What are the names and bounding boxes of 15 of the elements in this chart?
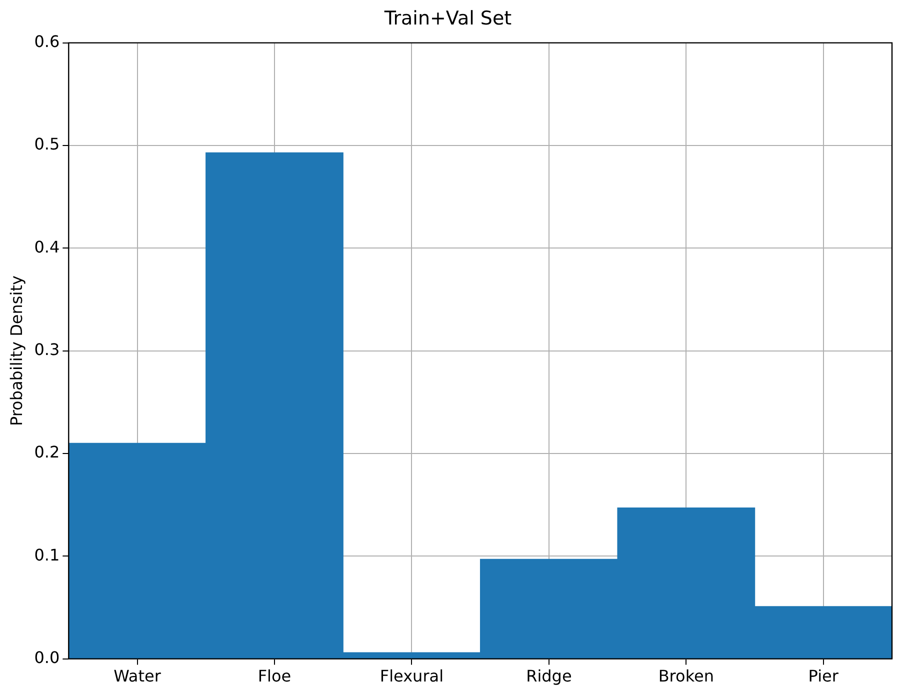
x-tick-label: Ridge xyxy=(526,666,572,686)
x-tick-label: Floe xyxy=(258,666,292,686)
x-tick-label: Flexural xyxy=(380,666,444,686)
y-tick-label: 0.5 xyxy=(34,134,60,154)
y-tick-label: 0.3 xyxy=(34,340,60,359)
x-tick-label: Water xyxy=(114,666,162,686)
x-tick-label: Pier xyxy=(808,666,839,686)
y-tick-label: 0.4 xyxy=(34,237,60,256)
chart-title: Train+Val Set xyxy=(383,7,512,30)
y-tick-label: 0.1 xyxy=(34,545,60,564)
y-axis-title: Probability Density xyxy=(6,276,26,426)
y-tick-label: 0.2 xyxy=(34,442,60,462)
y-tick-label: 0.6 xyxy=(34,32,60,51)
x-tick-label: Broken xyxy=(658,666,714,686)
y-tick-label: 0.0 xyxy=(34,648,60,667)
